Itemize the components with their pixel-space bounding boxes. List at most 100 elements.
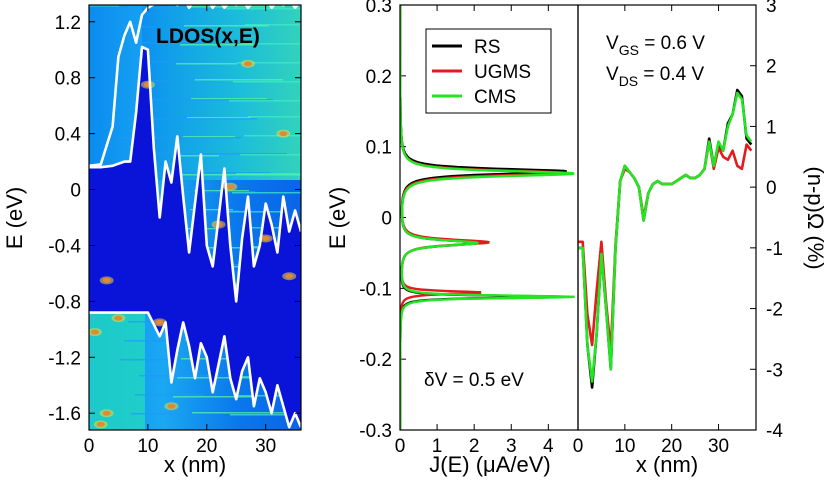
x-tick-label: 30 bbox=[708, 436, 729, 457]
legend-label-rs: RS bbox=[474, 37, 500, 58]
y-tick-label: 0 bbox=[381, 209, 392, 230]
ldos-stripe bbox=[236, 173, 301, 175]
ldos-upper-right-band bbox=[142, 5, 301, 180]
ldos-xlabel: x (nm) bbox=[164, 452, 226, 477]
ldos-stripe bbox=[237, 62, 301, 64]
ldos-stripe bbox=[241, 43, 301, 45]
y-tick-label: -0.3 bbox=[359, 421, 392, 442]
y-tick-label: 2 bbox=[766, 57, 777, 78]
ldos-stripe bbox=[137, 172, 271, 174]
ldos-frame bbox=[88, 4, 302, 431]
ldos-stripe bbox=[229, 100, 301, 102]
ldos-stripe bbox=[180, 44, 253, 46]
ldos-stripe bbox=[130, 99, 273, 101]
ldos-stripe bbox=[247, 227, 301, 229]
ldos-stripe bbox=[183, 136, 235, 138]
y-tick-label: 1 bbox=[766, 117, 777, 138]
ldos-stripe bbox=[232, 192, 301, 194]
ldos-spots bbox=[89, 59, 297, 429]
x-tick-label: 3 bbox=[506, 436, 517, 457]
ldos-stripe bbox=[142, 42, 201, 44]
ldos-stripe bbox=[141, 153, 287, 155]
ldos-hotspot-halo bbox=[140, 80, 155, 89]
ldos-trace-mid-edge bbox=[89, 45, 301, 303]
x-tick-label: 10 bbox=[614, 436, 635, 457]
y-tick-label: 3 bbox=[766, 0, 777, 17]
ldos-ticks: 0 10 20 30 -1.6 -1.2 -0.8 -0.4 0 0.4 0.8 1.2 bbox=[48, 5, 301, 457]
y-tick-label: -2 bbox=[766, 300, 783, 321]
ldos-traces bbox=[89, 5, 301, 429]
y-tick-label: -1.6 bbox=[48, 404, 81, 425]
charge-ticks: 0 10 20 30 -4 -3 -2 -1 0 1 2 3 bbox=[573, 0, 784, 457]
ldos-stripe bbox=[245, 24, 301, 26]
ldos-stripe bbox=[122, 137, 241, 139]
y-tick-label: -0.2 bbox=[359, 350, 392, 371]
ldos-hotspot-halo bbox=[99, 409, 114, 418]
ldos-stripe bbox=[139, 375, 219, 377]
x-tick-label: 30 bbox=[255, 436, 276, 457]
ldos-hotspot-halo bbox=[276, 129, 291, 138]
ldos-dark-region bbox=[89, 46, 301, 428]
ldos-panel: 0 10 20 30 -1.6 -1.2 -0.8 -0.4 0 0.4 0.8 1.2 LDOS(x… bbox=[2, 4, 302, 477]
ldos-stripe bbox=[120, 359, 173, 361]
ldos-hotspot-halo bbox=[89, 328, 102, 337]
current-xlabel: J(E) (μA/eV) bbox=[429, 452, 550, 477]
ldos-stripe bbox=[131, 413, 187, 415]
ldos-stripe bbox=[230, 414, 301, 416]
charge-ylabel: (n-p)Ω (%) bbox=[803, 166, 828, 269]
ldos-stripe bbox=[188, 6, 285, 8]
ldos-stripe bbox=[244, 135, 301, 137]
ldos-stripe bbox=[135, 394, 203, 396]
y-tick-label: 0 bbox=[766, 178, 777, 199]
ldos-stripe bbox=[177, 377, 271, 379]
ldos-stripe bbox=[187, 117, 251, 119]
charge-series-cms bbox=[578, 91, 753, 383]
ldos-stripe bbox=[226, 8, 301, 10]
ldos-stripe bbox=[228, 211, 285, 213]
ldos-hotspot-halo bbox=[99, 276, 114, 285]
x-tick-label: 0 bbox=[573, 436, 584, 457]
ldos-stripe bbox=[184, 25, 269, 27]
charge-xlabel: x (nm) bbox=[636, 452, 698, 477]
x-tick-label: 1 bbox=[432, 436, 443, 457]
ldos-title: LDOS(x,E) bbox=[156, 25, 260, 48]
x-tick-label: 2 bbox=[469, 436, 480, 457]
ldos-stripe bbox=[195, 79, 283, 81]
x-tick-label: 0 bbox=[84, 436, 95, 457]
current-ylabel: E (eV) bbox=[325, 187, 350, 249]
charge-panel: 0 10 20 30 -4 -3 -2 -1 0 1 2 3 x (nm) (n-p)Ω (%) VG… bbox=[573, 0, 828, 477]
ldos-stripe bbox=[192, 412, 301, 414]
y-tick-label: 0.2 bbox=[366, 67, 392, 88]
vgs-annotation: VGS = 0.6 V bbox=[606, 33, 705, 58]
charge-frame bbox=[577, 4, 757, 431]
ldos-hotspot-halo bbox=[152, 318, 167, 327]
ldos-stripe bbox=[175, 174, 301, 176]
y-tick-label: 0.8 bbox=[55, 69, 81, 90]
charge-lines bbox=[578, 88, 753, 389]
y-tick-label: 0.3 bbox=[366, 0, 392, 17]
ldos-stripe bbox=[190, 209, 233, 211]
ldos-stripe bbox=[248, 116, 301, 118]
legend-label-ugms: UGMS bbox=[474, 62, 531, 83]
current-ticks: 0 1 2 3 4 -0.3 -0.2 -0.1 0 0.1 0.2 0.3 bbox=[359, 0, 554, 457]
legend-label-cms: CMS bbox=[474, 87, 516, 108]
ldos-stripe bbox=[124, 340, 189, 342]
ldos-trace-upper-edge bbox=[89, 5, 300, 168]
ldos-stripe bbox=[240, 154, 301, 156]
ldos-hotspot-halo bbox=[93, 420, 108, 429]
ldos-ylabel: E (eV) bbox=[2, 187, 27, 249]
ldos-stripe bbox=[173, 396, 255, 398]
y-tick-label: -0.4 bbox=[48, 236, 81, 257]
ldos-stripe bbox=[176, 63, 237, 65]
current-panel: 0 1 2 3 4 -0.3 -0.2 -0.1 0 0.1 0.2 0.3 J(E) (μA/eV)… bbox=[325, 0, 579, 477]
x-tick-label: 20 bbox=[661, 436, 682, 457]
y-tick-label: -3 bbox=[766, 360, 783, 381]
vds-annotation: VDS = 0.4 V bbox=[606, 64, 704, 89]
delta-v-annotation: δV = 0.5 eV bbox=[424, 370, 524, 391]
legend: RS UGMS CMS bbox=[425, 28, 552, 114]
ldos-stripe bbox=[191, 98, 267, 100]
y-tick-label: -1.2 bbox=[48, 348, 81, 369]
ldos-stripe bbox=[233, 81, 301, 83]
ldos-hotspot-halo bbox=[241, 59, 255, 68]
x-tick-label: 4 bbox=[543, 436, 554, 457]
